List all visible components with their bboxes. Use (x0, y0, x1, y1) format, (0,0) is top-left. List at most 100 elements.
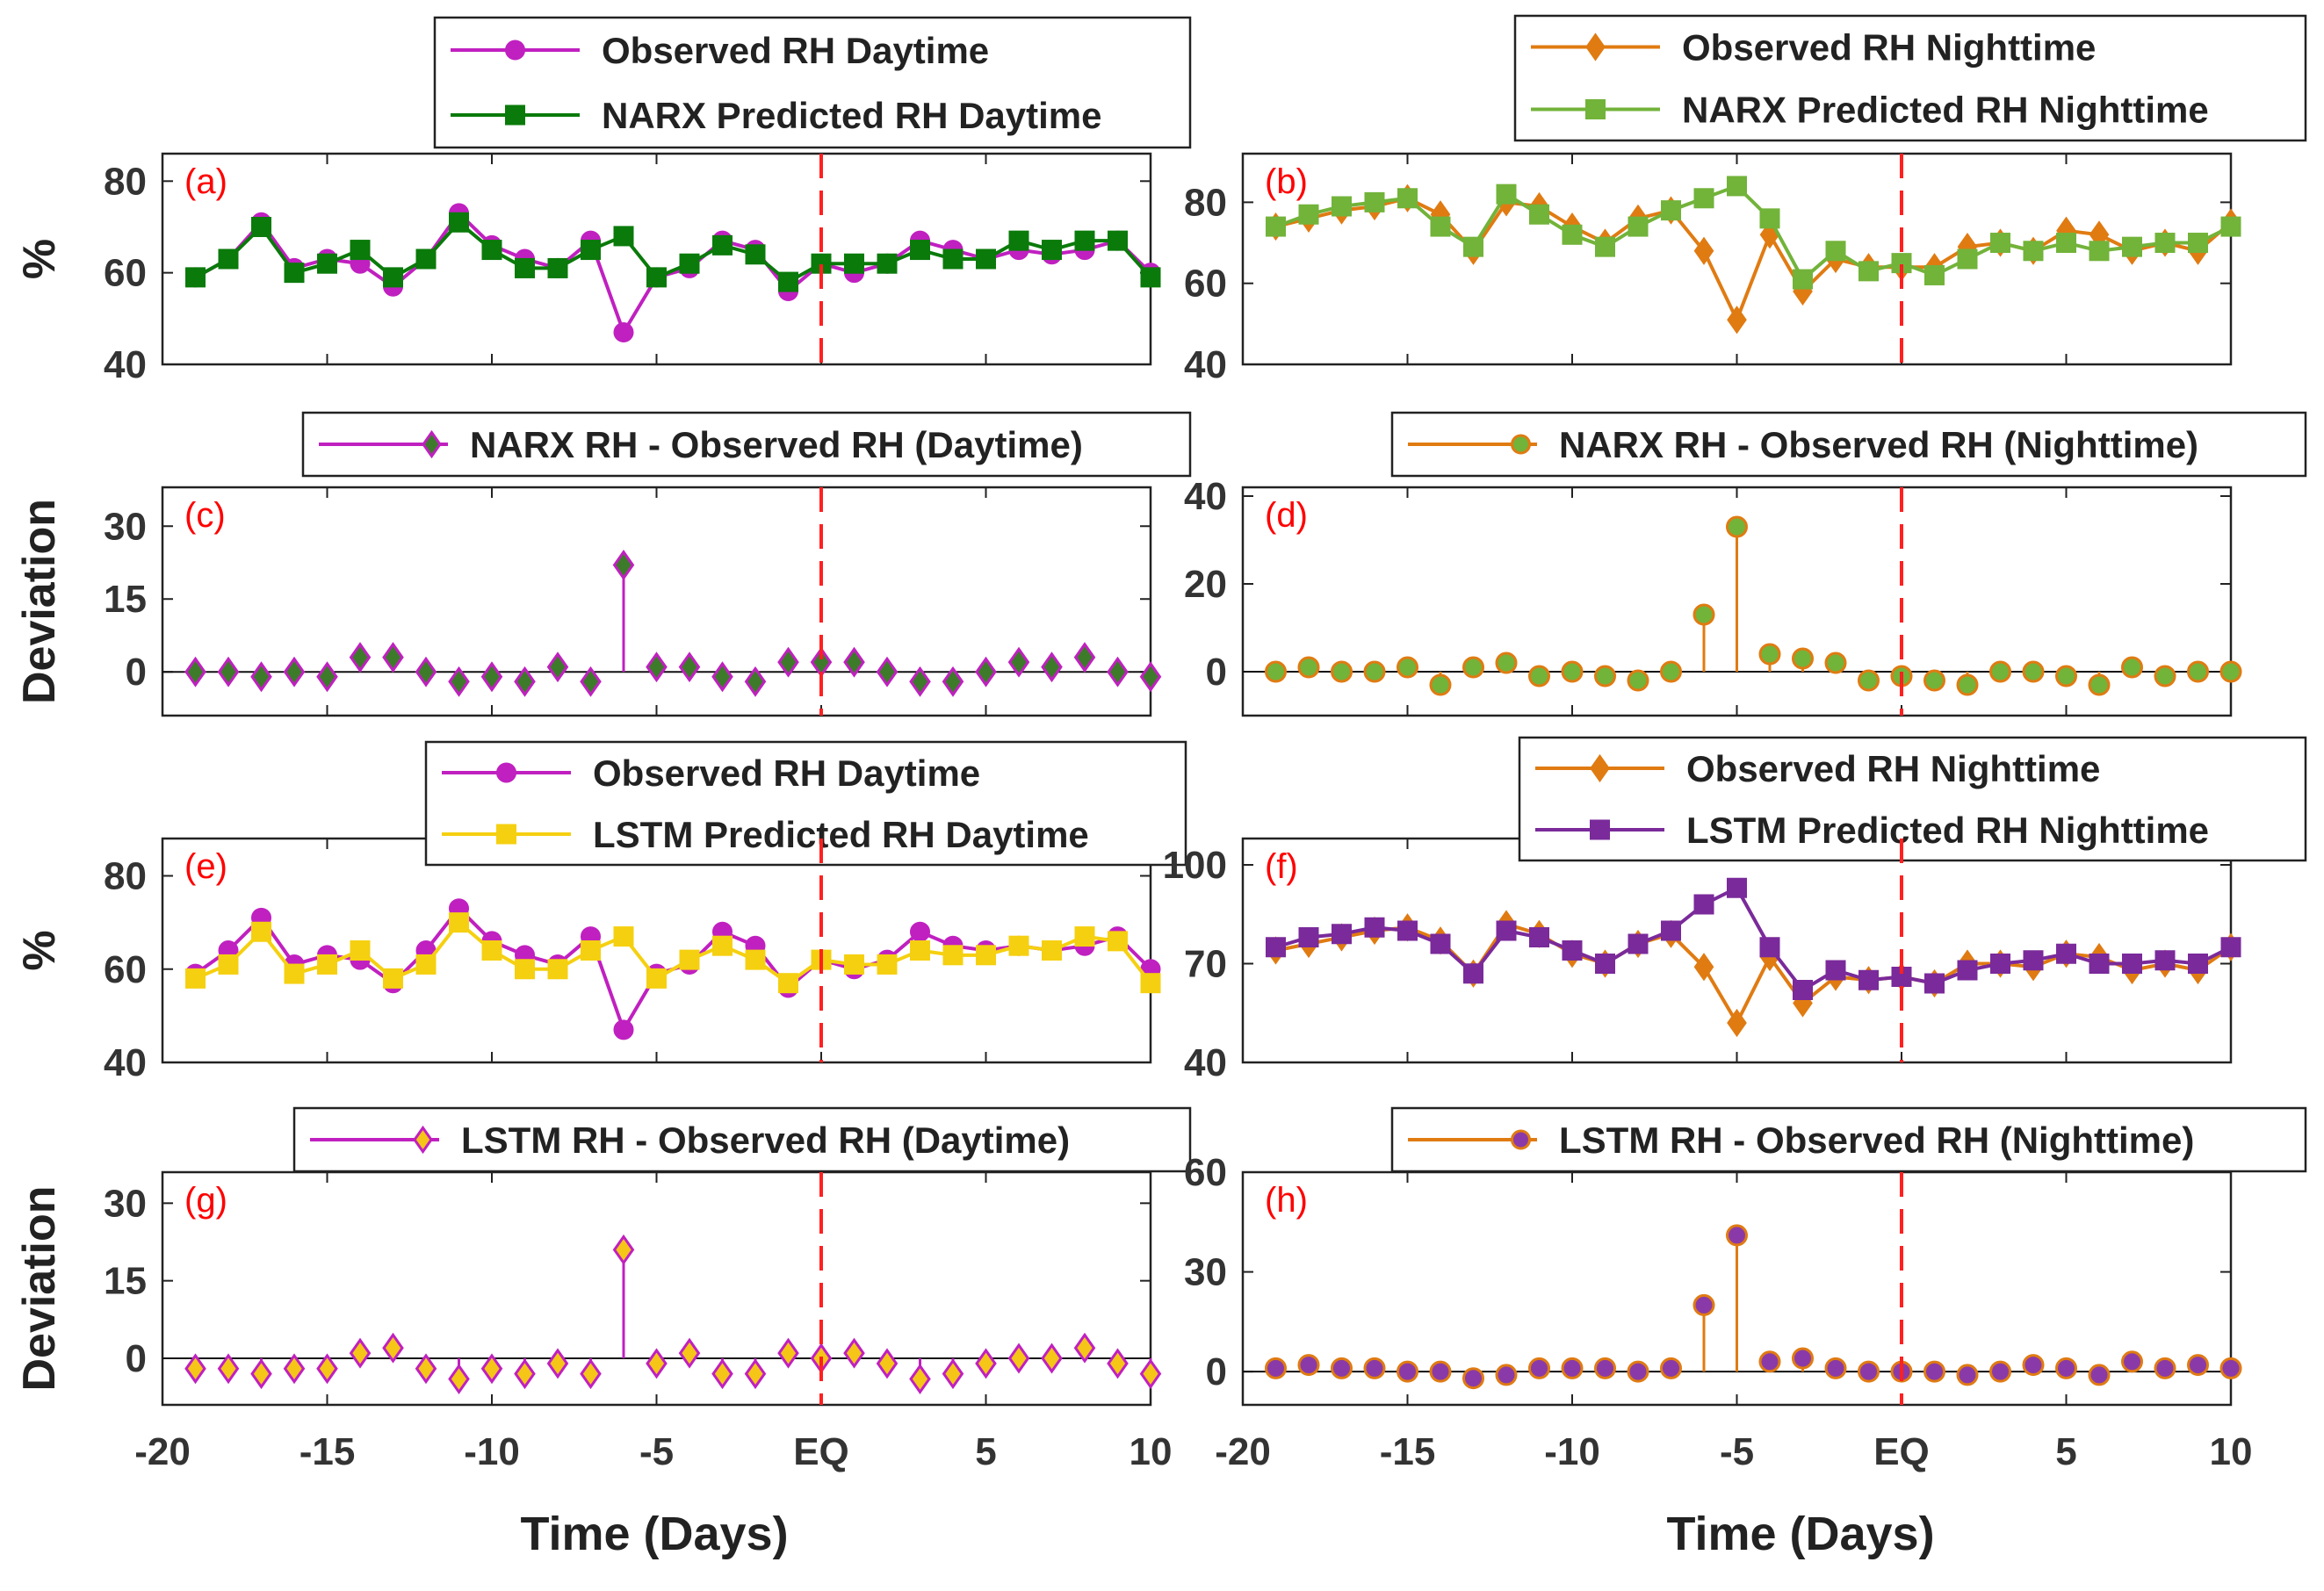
y-tick-label: 40 (1184, 1041, 1227, 1084)
data-point (2056, 943, 2076, 964)
legend-box (424, 740, 1187, 867)
stem-point (2154, 1357, 2176, 1379)
data-point (481, 940, 502, 961)
data-point (1990, 233, 2010, 254)
plot-frame (161, 152, 1152, 366)
data-point (383, 267, 403, 288)
legend-marker (1585, 99, 1606, 119)
data-point (515, 257, 535, 278)
panel-label: (a) (184, 162, 227, 201)
data-point (218, 954, 239, 975)
stem-point (1297, 656, 1320, 679)
data-point (581, 940, 601, 961)
legend-label: Observed RH Nighttime (1682, 27, 2096, 68)
data-point (415, 954, 437, 975)
stem-point (2022, 1354, 2045, 1377)
stem-point (678, 1337, 701, 1369)
y-tick-label: 40 (104, 1041, 147, 1084)
stem-point (514, 1358, 536, 1390)
data-point (844, 253, 864, 274)
legend-label: Observed RH Daytime (602, 30, 989, 71)
data-point (2188, 233, 2208, 254)
stem-point (316, 661, 338, 693)
data-point (1042, 240, 1062, 261)
data-point (1693, 894, 1714, 915)
stem-point (1331, 660, 1353, 683)
legend-label: LSTM RH - Observed RH (Nighttime) (1559, 1119, 2194, 1161)
stem-point (2022, 660, 2045, 683)
data-point (1496, 184, 1517, 205)
panel-e: 40 60 80% (e) Observed RH Daytime LSTM Predic… (14, 740, 1187, 1084)
data-point (481, 240, 502, 261)
data-point (1364, 191, 1385, 212)
stem-point (448, 666, 470, 697)
x-tick-label: 10 (2210, 1430, 2253, 1473)
data-point (613, 926, 634, 947)
data-point (1693, 953, 1714, 982)
data-point (1140, 267, 1161, 288)
stem-point (1561, 1357, 1584, 1379)
y-tick-label: 80 (1184, 181, 1227, 224)
legend-box (1518, 736, 2307, 862)
stem-point (448, 1364, 470, 1395)
data-point (1108, 230, 1128, 251)
stem-point (2121, 656, 2143, 679)
data-point (2089, 241, 2110, 262)
stem-point (480, 1353, 503, 1385)
data-point (2056, 233, 2076, 254)
data-point (185, 267, 206, 288)
x-tick-label: -10 (464, 1430, 520, 1473)
legend-a: Observed RH Daytime NARX Predicted RH Day… (433, 16, 1192, 149)
data-point (2023, 950, 2044, 971)
x-axis-title-left: Time (Days) (520, 1508, 788, 1560)
stem-point (1139, 1358, 1162, 1390)
stem-point (1397, 656, 1418, 679)
stem-point (1429, 673, 1452, 696)
data-point (1990, 954, 2010, 974)
stem-point (1989, 660, 2011, 683)
stem-point (1073, 1332, 1096, 1364)
legend-marker (505, 40, 525, 61)
y-tick-label: 80 (104, 160, 147, 203)
legend-box (301, 411, 1192, 478)
data-point (284, 963, 305, 984)
stem-point (1007, 1343, 1030, 1374)
data-point (910, 940, 930, 961)
data-point (1430, 216, 1451, 237)
stem-point (217, 656, 240, 688)
y-tick-label: 60 (1184, 1151, 1227, 1194)
data-point (1693, 188, 1714, 209)
data-point (745, 244, 766, 265)
data-point (1298, 204, 1319, 225)
stem-point (942, 1358, 964, 1390)
stem-point (1397, 1360, 1418, 1383)
panel-label: (d) (1265, 496, 1308, 535)
data-point (449, 912, 469, 933)
data-point (1332, 196, 1352, 217)
y-tick-label: 0 (1206, 1350, 1227, 1393)
stem-point (2219, 660, 2242, 683)
data-point (1266, 937, 1286, 958)
legend-marker (1511, 434, 1531, 455)
stem-point (843, 1337, 865, 1369)
legend-box (1513, 14, 2307, 142)
data-point (284, 263, 305, 284)
data-point (1825, 241, 1846, 262)
panel-label: (e) (184, 847, 227, 886)
data-point (1858, 261, 1879, 282)
data-point (613, 1019, 634, 1040)
stem-point (1331, 1357, 1353, 1379)
legend-marker (496, 824, 516, 845)
x-tick-label: -15 (300, 1430, 356, 1473)
stem-point (1956, 1364, 1979, 1386)
data-point (2220, 937, 2241, 958)
stem-point (349, 1337, 372, 1369)
stem-point (2088, 673, 2111, 696)
stem-point (349, 642, 372, 673)
y-axis-label: Deviation (14, 499, 65, 704)
stem-point (1692, 603, 1715, 626)
x-tick-label: 10 (1130, 1430, 1173, 1473)
x-tick-label: -20 (134, 1430, 191, 1473)
data-point (910, 921, 930, 942)
legend-marker (1590, 753, 1610, 783)
